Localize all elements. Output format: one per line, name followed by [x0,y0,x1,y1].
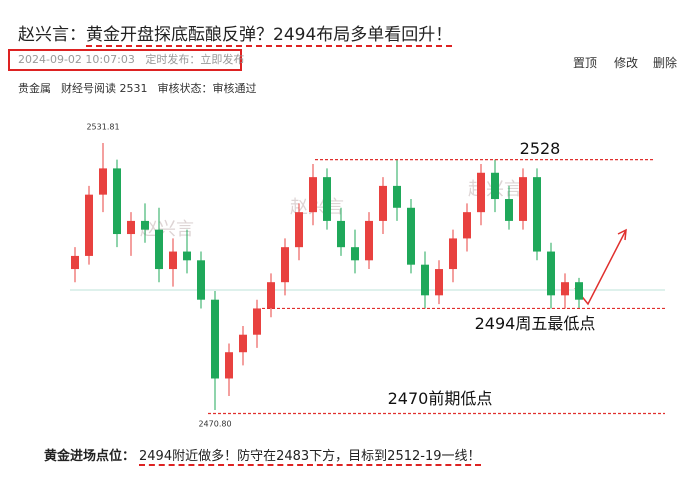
watermark: 赵兴言 [140,219,194,240]
article-title: 赵兴言：黄金开盘探底酝酿反弹？2494布局多单看回升！ [18,20,453,47]
candle-body [421,264,429,296]
title-text: 黄金开盘探底酝酿反弹？2494布局多单看回升！ [86,25,453,47]
high-label: 2531.81 [86,122,119,131]
candle-body [477,172,485,213]
candle-body [295,212,303,248]
candle-body [253,308,261,335]
delete-button[interactable]: 删除 [653,56,678,70]
candle-body [393,185,401,208]
reads: 财经号阅读 2531 [61,82,148,95]
candle-body [99,168,107,195]
pin-button[interactable]: 置顶 [573,56,598,70]
candle-body [351,247,359,261]
candle-body [141,220,149,230]
candle-body [337,220,345,248]
author: 赵兴言： [18,25,86,45]
candle-body [561,282,569,296]
annotation-label: 2528 [520,139,561,158]
candle-body [267,282,275,309]
candle-body [113,168,121,235]
candle-body [435,269,443,296]
publish: 定时发布：立即发布 [145,53,245,66]
candle-body [519,177,527,221]
edit-button[interactable]: 修改 [614,56,639,70]
time: 2024-09-02 10:07:03 [18,53,135,66]
candle-body [449,238,457,270]
candle-body [505,199,513,221]
candle-body [463,212,471,239]
low-label: 2470.80 [198,419,231,428]
candle-body [225,352,233,379]
annotation-label: 2470前期低点 [388,389,493,408]
footer-label: 黄金进场点位： [44,449,136,464]
meta-box: 2024-09-02 10:07:03 定时发布：立即发布 [8,49,245,71]
info-row: 贵金属 财经号阅读 2531 审核状态：审核通过 [18,80,267,96]
candle-body [183,251,191,261]
category: 贵金属 [18,82,51,95]
footer-text: 2494附近做多！防守在2483下方，目标到2512-19一线！ [139,449,481,466]
candle-body [155,229,163,270]
chart: 赵兴言 赵兴言 赵兴言 2531.812470.8025282494周五最低点2… [70,122,665,428]
footer: 黄金进场点位： 2494附近做多！防守在2483下方，目标到2512-19一线！ [44,445,481,466]
candle-body [71,255,79,270]
candle-body [379,185,387,221]
candle-body [547,251,555,296]
candle-body [239,334,247,353]
status: 审核状态：审核通过 [157,82,257,95]
candle-body [85,194,93,256]
candle-body [407,207,415,265]
candle-body [169,251,177,270]
candle-body [323,177,331,221]
arrow-head [617,228,627,241]
candle-body [491,172,499,200]
candle-body [575,282,583,300]
candle-body [211,299,219,379]
candle-body [533,177,541,252]
candle-body [281,247,289,283]
candle-body [309,177,317,213]
candle-body [365,220,373,261]
candle-body [127,220,135,235]
annotation-label: 2494周五最低点 [475,314,596,333]
candle-body [197,260,205,300]
